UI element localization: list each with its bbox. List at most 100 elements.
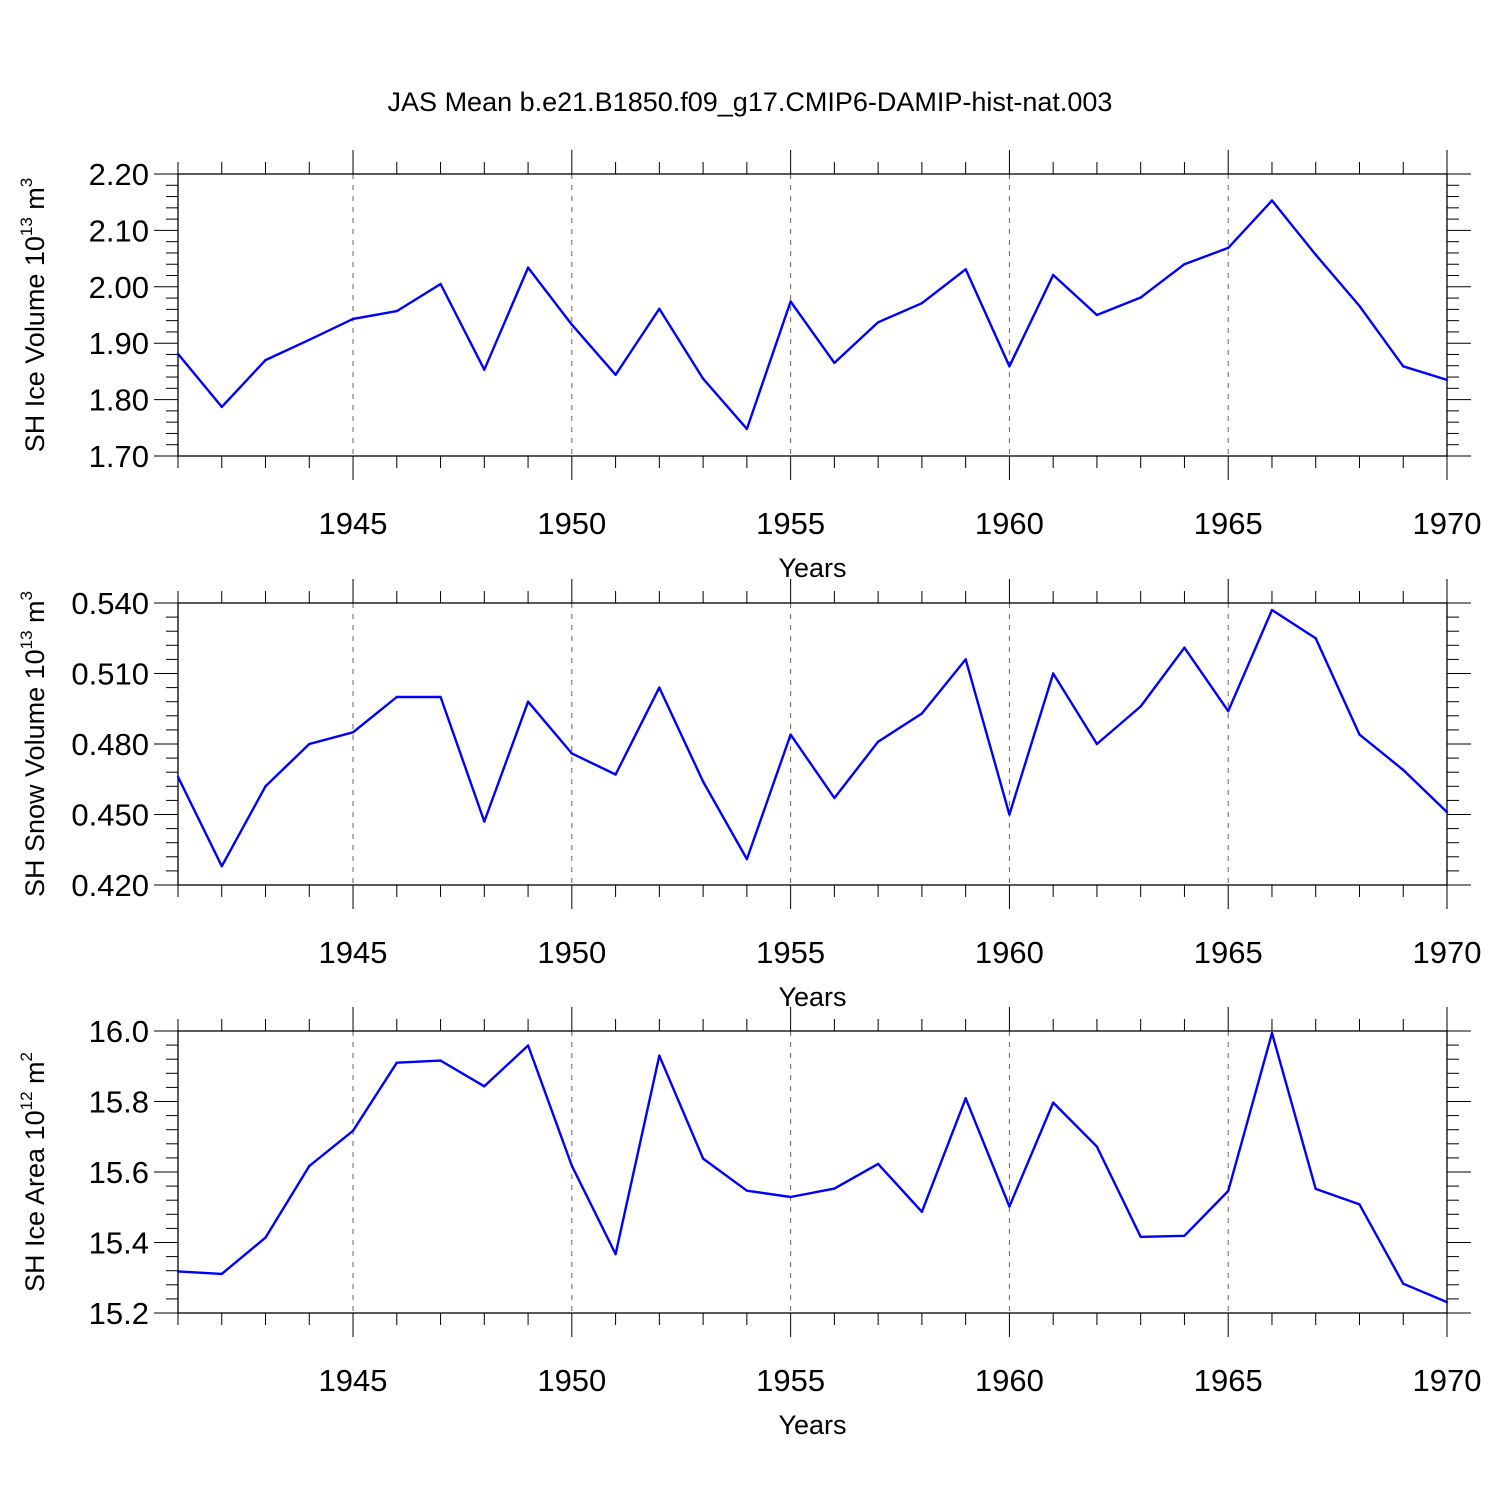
- data-point: [1139, 296, 1142, 299]
- data-point: [701, 377, 705, 380]
- data-point: [1008, 1205, 1011, 1208]
- data-point: [526, 700, 530, 703]
- y-axis-label: SH Snow Volume 1013 m3: [17, 591, 50, 897]
- data-point: [876, 1162, 880, 1166]
- data-point: [1314, 253, 1317, 256]
- x-tick-label: 1945: [319, 935, 388, 970]
- y-tick-label: 15.8: [89, 1085, 149, 1120]
- y-tick-label: 0.510: [71, 657, 149, 692]
- data-point: [220, 865, 223, 868]
- data-point: [308, 338, 311, 342]
- y-tick-label: 0.420: [71, 868, 149, 903]
- y-tick-label: 2.10: [89, 213, 149, 248]
- y-axis-label-main: SH Snow Volume 10: [20, 649, 50, 897]
- x-tick-label: 1965: [1194, 506, 1263, 541]
- y-axis-label-unit-exponent: 2: [17, 1052, 36, 1061]
- data-point: [483, 820, 486, 823]
- data-point: [964, 1097, 967, 1100]
- y-tick-label: 0.480: [71, 727, 149, 762]
- data-point: [264, 785, 267, 788]
- series-line: [177, 1031, 1448, 1304]
- y-tick-label: 15.4: [89, 1226, 149, 1261]
- data-point: [439, 282, 442, 286]
- data-point: [920, 1210, 924, 1214]
- x-tick-label: 1965: [1194, 935, 1263, 970]
- data-point: [1139, 1235, 1142, 1239]
- data-point: [614, 1252, 617, 1256]
- data-point: [1402, 1282, 1405, 1285]
- chart-panels: 1.70 1.80 1.90 2.00 2.10 2.20 1945 1950 1955 1960…: [17, 150, 1481, 1440]
- y-tick-label: 16.0: [89, 1014, 149, 1049]
- data-point: [614, 373, 617, 376]
- x-tick-label: 1945: [319, 1363, 388, 1398]
- x-tick-label: 1970: [1413, 1363, 1482, 1398]
- x-axis-label: Years: [778, 982, 846, 1012]
- data-point: [395, 309, 398, 313]
- data-point: [176, 775, 180, 779]
- data-point: [1445, 378, 1449, 382]
- data-point: [658, 307, 661, 310]
- x-axis-label: Years: [778, 1410, 846, 1440]
- x-tick-label: 1960: [975, 506, 1044, 541]
- y-tick-label: 1.80: [89, 383, 149, 418]
- data-point: [1183, 646, 1186, 649]
- data-point: [395, 1061, 398, 1064]
- x-tick-label: 1960: [975, 935, 1044, 970]
- y-tick-label: 2.00: [89, 270, 149, 305]
- y-axis-label-exponent: 13: [17, 217, 36, 236]
- data-point: [789, 733, 792, 736]
- data-point: [1051, 273, 1055, 277]
- data-point: [833, 1187, 836, 1190]
- data-point: [1270, 608, 1274, 612]
- data-point: [1183, 1234, 1186, 1238]
- data-point: [526, 266, 530, 269]
- data-point: [176, 352, 180, 356]
- series-line: [177, 199, 1448, 431]
- data-point: [1358, 733, 1361, 736]
- data-point: [1227, 246, 1230, 250]
- x-tick-label: 1970: [1413, 935, 1482, 970]
- data-point: [745, 427, 749, 431]
- data-point: [1183, 263, 1186, 266]
- data-point: [351, 317, 355, 321]
- data-point: [1008, 813, 1011, 816]
- data-point: [1095, 742, 1099, 746]
- data-point: [964, 658, 967, 661]
- data-point: [964, 268, 967, 271]
- x-axis-label: Years: [778, 553, 846, 583]
- data-point: [439, 1059, 442, 1062]
- data-point: [308, 742, 311, 746]
- data-point: [1008, 365, 1011, 368]
- data-point: [1270, 1031, 1274, 1035]
- data-point: [1358, 1203, 1361, 1206]
- data-point: [1095, 313, 1099, 317]
- y-tick-label: 0.450: [71, 798, 149, 833]
- data-point: [876, 321, 880, 324]
- data-point: [1402, 365, 1405, 368]
- data-point: [351, 1129, 355, 1132]
- y-axis-label-unit: m: [20, 187, 50, 217]
- data-point: [176, 1270, 180, 1273]
- data-point: [570, 1164, 574, 1167]
- y-axis-label-unit-exponent: 3: [17, 591, 36, 600]
- data-point: [1095, 1145, 1099, 1148]
- data-point: [658, 1054, 661, 1057]
- figure-title: JAS Mean b.e21.B1850.f09_g17.CMIP6-DAMIP…: [388, 87, 1113, 117]
- y-axis-label: SH Ice Area 1012 m2: [17, 1052, 50, 1292]
- data-point: [1051, 1101, 1055, 1104]
- data-point: [1445, 810, 1449, 814]
- x-tick-label: 1955: [756, 506, 825, 541]
- data-point: [1445, 1300, 1449, 1304]
- x-tick-label: 1955: [756, 1363, 825, 1398]
- chart-panel-3: 15.2 15.4 15.6 15.8 16.0 1945 1950 1955 1960 1965…: [17, 1007, 1481, 1440]
- y-axis-label-main: SH Ice Volume 10: [20, 236, 50, 452]
- data-point: [570, 323, 574, 326]
- y-axis-label-unit: m: [20, 600, 50, 630]
- x-tick-label: 1955: [756, 935, 825, 970]
- x-tick-label: 1970: [1413, 506, 1482, 541]
- data-point: [920, 301, 924, 305]
- data-point: [264, 358, 267, 362]
- data-point: [220, 405, 223, 409]
- y-tick-label: 1.70: [89, 439, 149, 474]
- data-point: [1139, 705, 1142, 708]
